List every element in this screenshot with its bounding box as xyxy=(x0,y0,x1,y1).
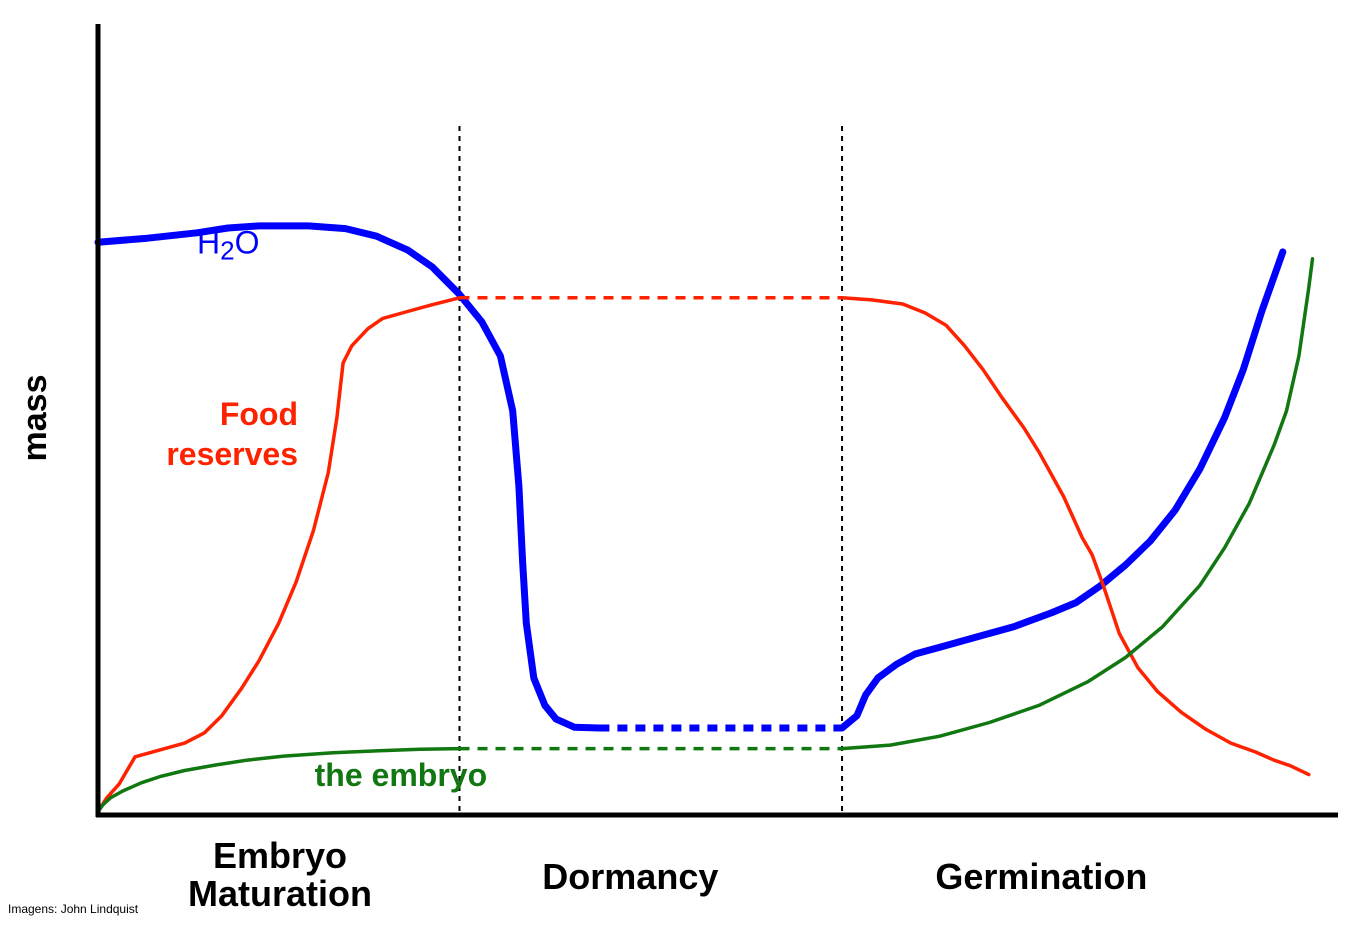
series-label-food-reserves-line-1: Food xyxy=(220,396,298,432)
series-label-main: H xyxy=(197,224,220,260)
series-the-embryo-segment-1 xyxy=(96,746,462,814)
series-food-reserves xyxy=(96,296,1311,814)
series-the-embryo xyxy=(96,257,1315,814)
labels-layer: H2O Food reserves the embryo xyxy=(166,224,487,793)
series-food-reserves-segment-3 xyxy=(840,296,1311,777)
phase-label-3: Germination xyxy=(935,856,1147,897)
series-label-sub: 2 xyxy=(220,235,234,265)
series-h2o-segment-1 xyxy=(94,222,603,732)
y-axis-label: mass xyxy=(16,375,54,462)
series-label-h2o: H2O xyxy=(197,224,259,265)
plot-area xyxy=(458,126,844,812)
series-label-the-embryo: the embryo xyxy=(315,757,487,793)
phase-label-2: Dormancy xyxy=(542,856,718,897)
series-layer xyxy=(94,222,1315,814)
series-label-end: O xyxy=(235,224,260,260)
series-label-food-reserves-line-2: reserves xyxy=(166,436,298,472)
series-h2o-segment-3 xyxy=(838,248,1287,732)
series-h2o xyxy=(94,222,1287,732)
image-credit: Imagens: John Lindquist xyxy=(8,902,139,916)
phase-label-1-line-2: Maturation xyxy=(188,873,372,914)
series-food-reserves-segment-1 xyxy=(96,296,462,814)
phase-label-1-line-1: Embryo xyxy=(213,835,347,876)
series-the-embryo-segment-3 xyxy=(840,257,1315,751)
